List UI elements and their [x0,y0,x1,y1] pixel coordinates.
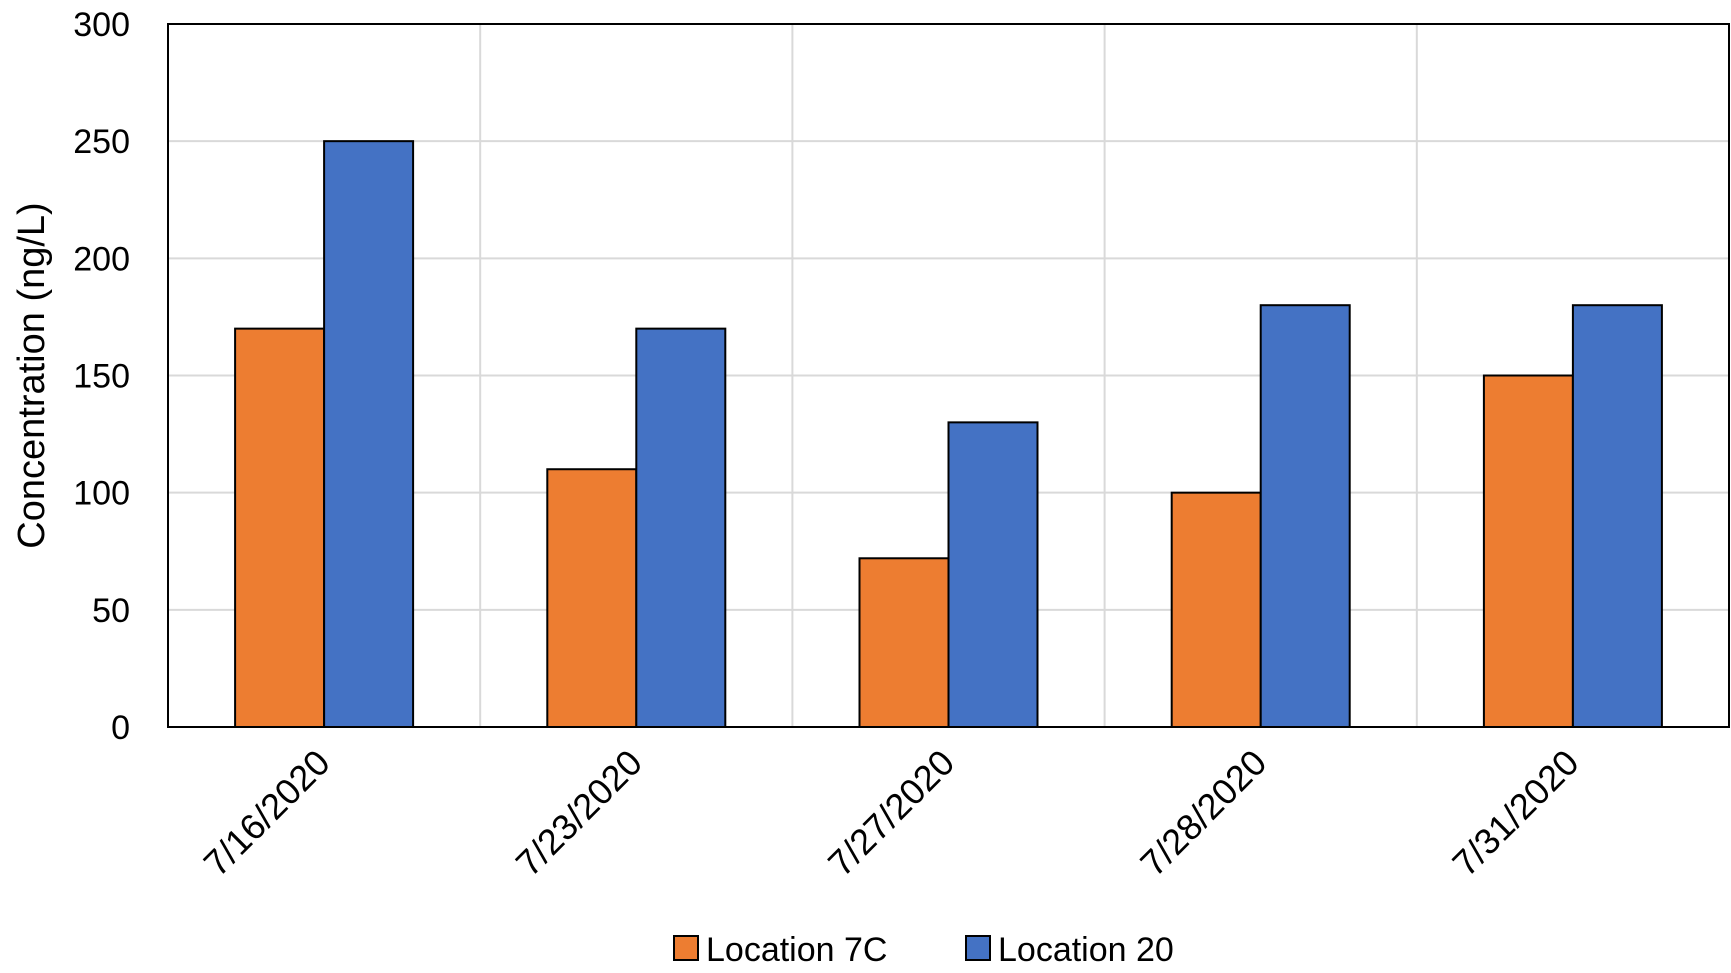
y-axis-ticks: 0 50 100 150 200 250 300 [73,6,130,747]
y-tick-label: 0 [111,709,130,747]
axes [167,23,1730,728]
y-tick-label: 50 [92,592,130,630]
bar-location-7c [1482,374,1574,728]
bars [234,140,1663,729]
legend: Location 7C Location 20 [673,931,1174,969]
legend-label: Location 7C [706,931,887,968]
bar-location-7c [858,557,950,729]
x-tick-label: 7/23/2020 [508,742,650,884]
bar-location-7c [1170,491,1262,728]
legend-swatch [965,935,991,961]
x-tick-label: 7/31/2020 [1444,742,1586,884]
legend-label: Location 20 [998,931,1174,968]
x-axis-ticks: 7/16/2020 7/23/2020 7/27/2020 7/28/2020 7/31… [196,742,1587,884]
bar-location-20 [947,421,1039,728]
y-tick-label: 300 [73,6,130,44]
x-tick-label: 7/28/2020 [1132,742,1274,884]
bar-location-20 [635,327,727,728]
plot-area-frame [167,23,1730,728]
y-tick-label: 200 [73,240,130,278]
bar-location-7c [234,327,326,728]
x-tick-label: 7/16/2020 [196,742,338,884]
bar-location-20 [1571,304,1663,728]
bar-location-20 [1259,304,1351,728]
y-tick-label: 250 [73,123,130,161]
bar-location-7c [546,468,638,728]
y-tick-label: 100 [73,475,130,513]
x-tick-label: 7/27/2020 [820,742,962,884]
y-tick-label: 150 [73,358,130,396]
bar-location-20 [323,140,415,728]
legend-swatch [673,935,699,961]
y-axis-title: Concentration (ng/L) [11,202,53,548]
